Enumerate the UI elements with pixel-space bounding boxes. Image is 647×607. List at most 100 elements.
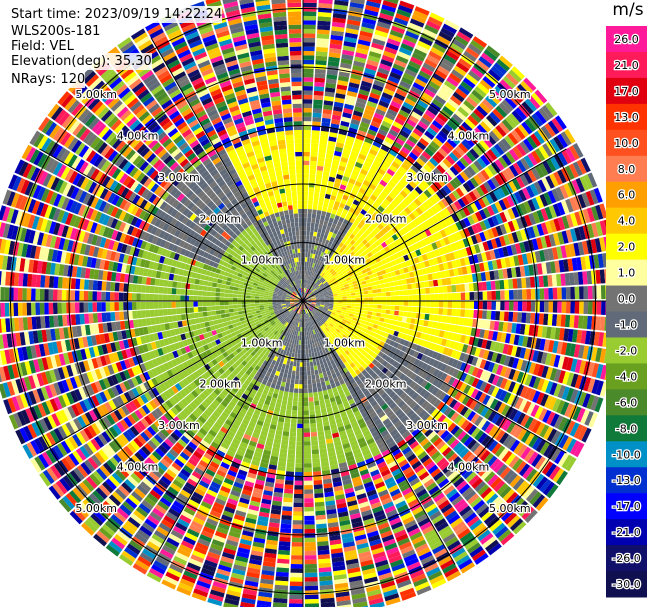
velocity-cell (457, 84, 471, 96)
velocity-cell (324, 282, 329, 287)
velocity-cell (479, 79, 493, 92)
velocity-cell (455, 88, 468, 99)
velocity-cell (310, 431, 318, 437)
velocity-cell (305, 340, 308, 345)
velocity-cell (450, 316, 456, 325)
velocity-cell (331, 118, 341, 125)
velocity-cell (370, 88, 382, 96)
velocity-cell (504, 301, 510, 311)
velocity-cell (359, 149, 369, 157)
velocity-cell (358, 34, 372, 43)
velocity-cell (402, 311, 408, 317)
velocity-cell (303, 200, 308, 205)
velocity-cell (351, 169, 360, 177)
velocity-cell (414, 186, 423, 195)
velocity-cell (289, 431, 297, 437)
velocity-cell (445, 155, 456, 166)
velocity-cell (371, 179, 379, 187)
velocity-cell (318, 270, 322, 276)
velocity-cell (309, 253, 313, 259)
velocity-cell (290, 356, 295, 362)
velocity-cell (425, 198, 434, 208)
velocity-cell (332, 271, 337, 276)
velocity-cell (447, 293, 453, 301)
velocity-cell (556, 314, 562, 327)
velocity-cell (311, 444, 319, 450)
velocity-cell (318, 3, 333, 9)
velocity-cell (439, 174, 449, 185)
velocity-cell (317, 260, 321, 265)
velocity-cell (412, 289, 417, 295)
velocity-cell (312, 289, 317, 293)
velocity-cell (303, 454, 312, 459)
velocity-cell (393, 315, 399, 321)
velocity-cell (473, 301, 479, 310)
velocity-cell (579, 286, 584, 300)
velocity-cell (468, 309, 474, 318)
velocity-cell (391, 25, 406, 35)
velocity-cell (317, 426, 324, 432)
velocity-cell (377, 230, 385, 238)
velocity-cell (311, 244, 315, 250)
velocity-cell (533, 130, 545, 145)
velocity-cell (293, 498, 303, 503)
velocity-cell (455, 284, 461, 292)
velocity-cell (282, 501, 293, 507)
velocity-cell (521, 101, 534, 115)
velocity-cell (332, 13, 347, 20)
velocity-cell (426, 160, 436, 170)
velocity-cell (317, 288, 322, 292)
velocity-cell (281, 514, 292, 521)
velocity-cell (358, 242, 365, 248)
velocity-cell (464, 136, 475, 148)
velocity-cell (343, 272, 349, 277)
velocity-cell (362, 179, 371, 187)
velocity-cell (538, 107, 551, 122)
velocity-cell (473, 200, 483, 211)
velocity-cell (435, 151, 445, 161)
velocity-cell (390, 296, 396, 301)
velocity-cell (323, 243, 328, 249)
velocity-cell (364, 304, 369, 308)
velocity-cell (327, 144, 335, 151)
velocity-cell (390, 176, 399, 185)
velocity-cell (319, 219, 325, 225)
velocity-cell (570, 286, 576, 300)
velocity-cell (305, 288, 308, 293)
velocity-cell (482, 136, 493, 148)
velocity-cell (306, 353, 309, 358)
velocity-cell (438, 147, 448, 158)
velocity-cell (346, 19, 361, 26)
velocity-cell (306, 288, 309, 293)
velocity-cell (307, 284, 310, 289)
velocity-cell (311, 449, 320, 455)
velocity-cell (289, 581, 303, 587)
velocity-cell (316, 523, 327, 529)
velocity-cell (322, 175, 329, 181)
velocity-cell (510, 129, 523, 143)
velocity-cell (444, 195, 454, 205)
velocity-cell (312, 361, 317, 366)
velocity-cell (530, 288, 536, 300)
velocity-cell (486, 281, 492, 291)
velocity-cell (296, 441, 303, 446)
velocity-cell (466, 204, 475, 215)
velocity-cell (361, 232, 368, 239)
velocity-cell (375, 25, 390, 34)
velocity-cell (451, 284, 457, 293)
velocity-cell (282, 431, 290, 437)
velocity-cell (368, 96, 379, 104)
velocity-cell (364, 9, 379, 17)
velocity-cell (429, 196, 438, 205)
velocity-cell (433, 307, 439, 315)
velocity-cell (321, 210, 327, 217)
velocity-cell (355, 298, 361, 301)
velocity-cell (305, 344, 309, 350)
velocity-cell (428, 280, 434, 287)
velocity-cell (342, 270, 347, 275)
velocity-cell (434, 116, 446, 127)
velocity-cell (290, 568, 303, 574)
velocity-cell (410, 56, 424, 66)
velocity-cell (310, 147, 319, 153)
velocity-cell (418, 70, 432, 80)
